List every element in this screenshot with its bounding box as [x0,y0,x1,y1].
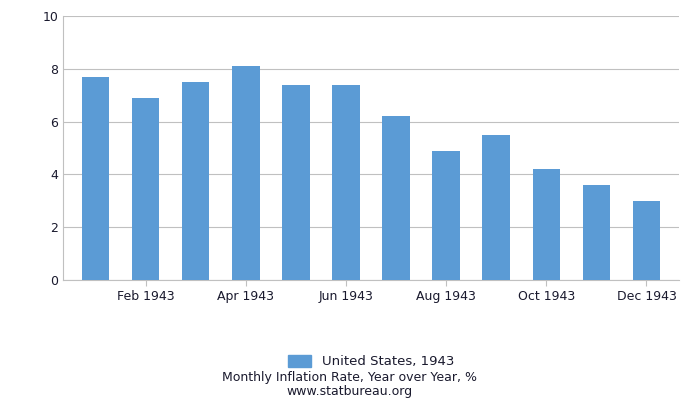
Bar [533,169,560,280]
Text: Monthly Inflation Rate, Year over Year, %: Monthly Inflation Rate, Year over Year, … [223,372,477,384]
Bar [582,185,610,280]
Bar [182,82,209,280]
Legend: United States, 1943: United States, 1943 [282,349,460,374]
Bar [332,85,360,280]
Bar [633,201,660,280]
Bar [382,116,410,280]
Bar [482,135,510,280]
Bar [232,66,260,280]
Bar [82,77,109,280]
Bar [282,85,309,280]
Text: www.statbureau.org: www.statbureau.org [287,385,413,398]
Bar [132,98,160,280]
Bar [433,151,460,280]
